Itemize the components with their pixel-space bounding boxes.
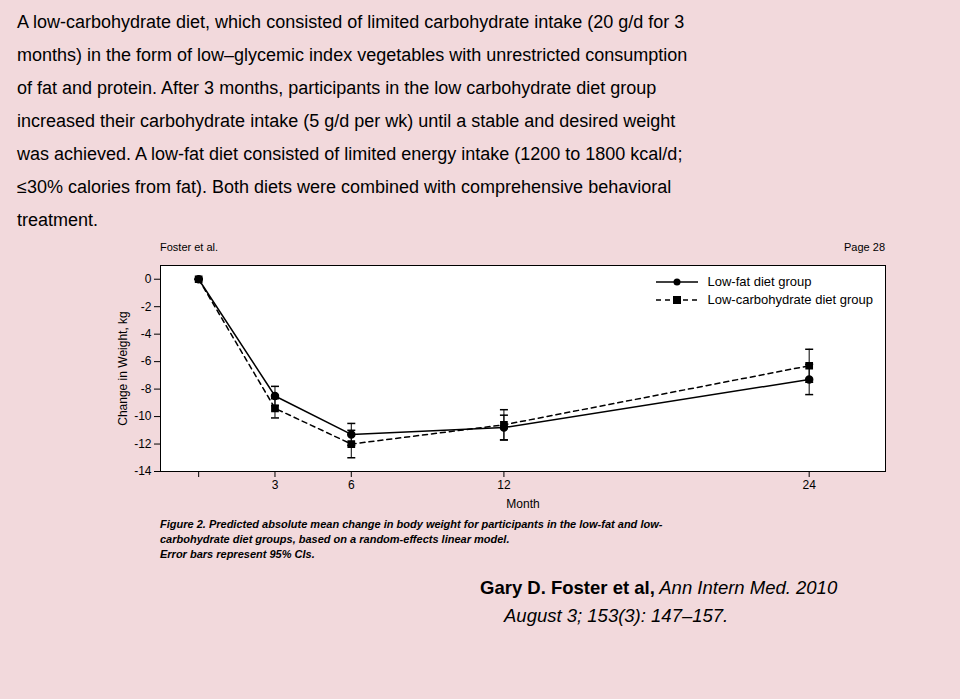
svg-text:-12: -12	[134, 437, 152, 451]
svg-text:-6: -6	[141, 354, 152, 368]
svg-text:-8: -8	[141, 382, 152, 396]
svg-text:Month: Month	[506, 497, 539, 511]
svg-text:3: 3	[272, 478, 279, 492]
svg-text:6: 6	[348, 478, 355, 492]
html-text:Figure 2. Predicted absolute m: Figure 2. Predicted absolute mean change…	[160, 518, 663, 530]
svg-text:-4: -4	[141, 327, 152, 341]
html-text:Gary D. Foster et al, Ann Inte: Gary D. Foster et al, Ann Intern Med. 20…	[480, 577, 838, 598]
html-text:Low-fat diet group: Low-fat diet group	[707, 274, 812, 289]
html-text:Low-carbohydrate diet group: Low-carbohydrate diet group	[707, 292, 873, 307]
html-text:increased their carbohydrate i: increased their carbohydrate intake (5 g…	[17, 111, 676, 131]
html-text:Error bars represent 95% CIs.: Error bars represent 95% CIs.	[160, 548, 315, 560]
html-text:A low-carbohydrate diet, which: A low-carbohydrate diet, which consisted…	[17, 12, 685, 32]
svg-text:-10: -10	[134, 409, 152, 423]
html-text:treatment.: treatment.	[17, 210, 98, 230]
html-text:of fat and protein. After 3 mo: of fat and protein. After 3 months, part…	[17, 78, 657, 98]
svg-text:12: 12	[497, 478, 511, 492]
html-text:months) in the form of low–gly: months) in the form of low–glycemic inde…	[17, 45, 688, 65]
svg-text:24: 24	[803, 478, 817, 492]
html-text:August 3; 153(3): 147–157.: August 3; 153(3): 147–157.	[504, 605, 729, 626]
svg-text:Change in Weight, kg: Change in Weight, kg	[116, 311, 130, 426]
html-text:was achieved. A low-fat diet c: was achieved. A low-fat diet consisted o…	[17, 144, 683, 164]
svg-text:0: 0	[145, 272, 152, 286]
html-text:Foster et al.: Foster et al.	[160, 241, 219, 253]
html-text:carbohydrate diet groups, base: carbohydrate diet groups, based on a ran…	[160, 533, 510, 545]
html-text:Page 28: Page 28	[844, 241, 885, 253]
html-text:≤30% calories from fat). Both: ≤30% calories from fat). Both diets were…	[17, 177, 672, 197]
svg-text:-14: -14	[134, 464, 152, 478]
svg-text:-2: -2	[141, 300, 152, 314]
